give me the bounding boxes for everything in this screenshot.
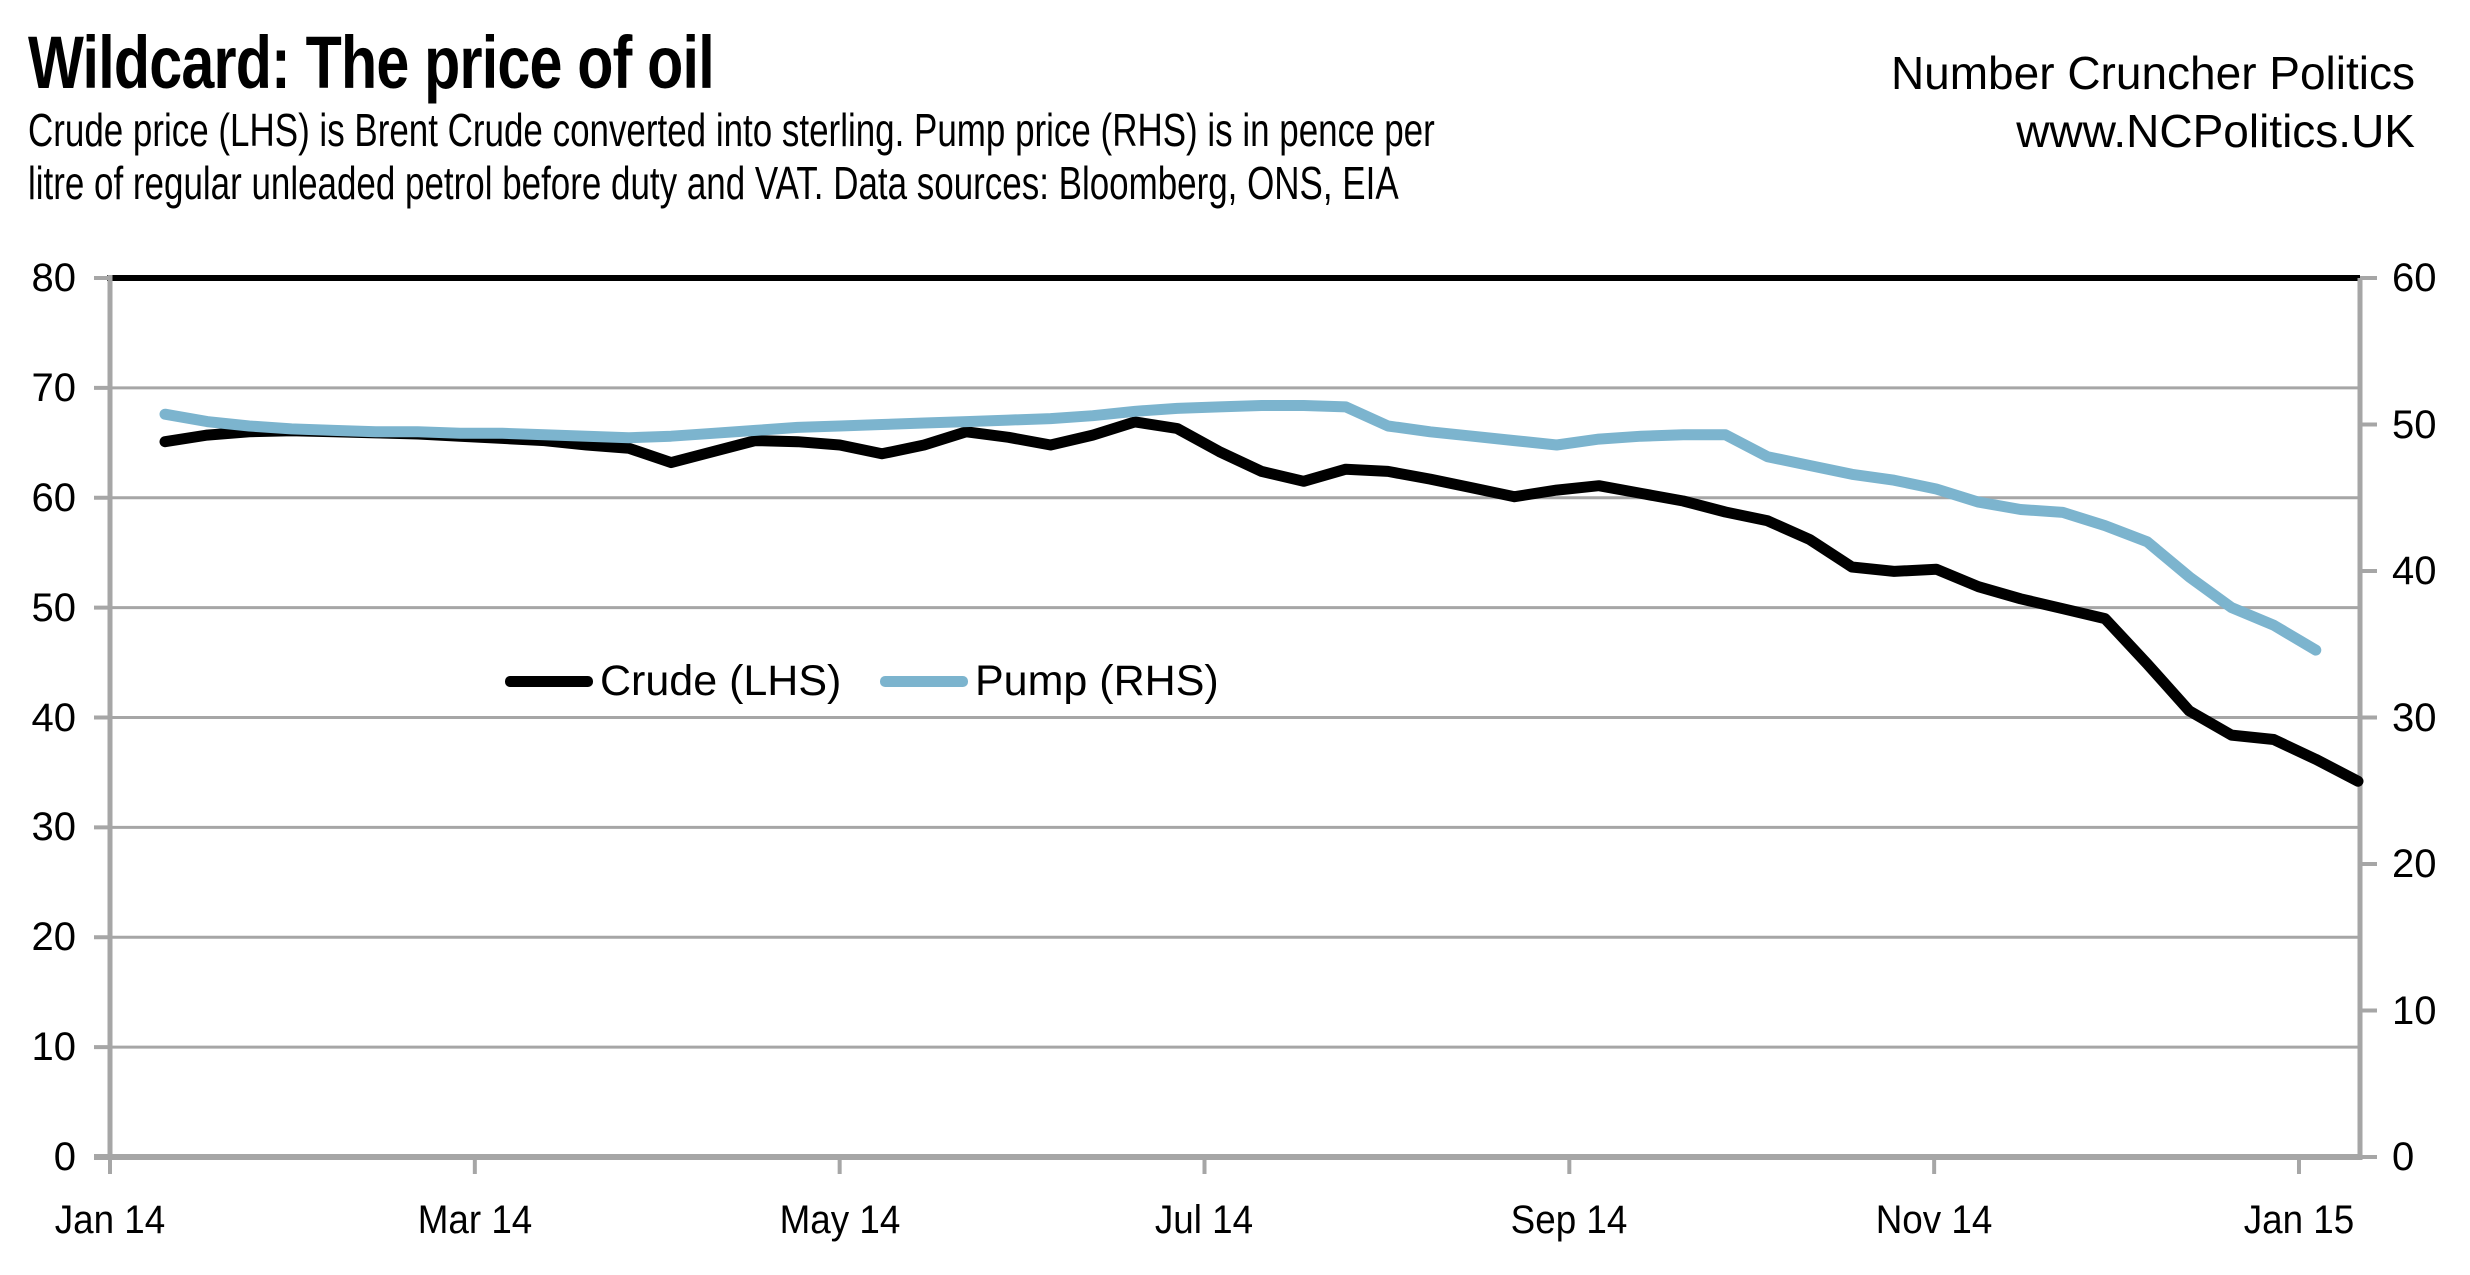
y-axis-label-left: 50 [31, 585, 77, 630]
y-axis-label-left: 70 [31, 365, 77, 410]
pump-line [159, 400, 2322, 656]
page-title: Wildcard: The price of oil [28, 21, 715, 104]
x-axis-label: Jan 15 [2243, 1198, 2355, 1242]
x-axis-label: May 14 [779, 1198, 900, 1242]
x-axis-label: Nov 14 [1875, 1198, 1993, 1242]
crude-line [159, 416, 2364, 787]
chart-subtitle: Crude price (LHS) is Brent Crude convert… [28, 104, 1435, 210]
legend-item-crude: Crude (LHS) [505, 657, 841, 706]
y-axis-label-right: 50 [2392, 402, 2437, 447]
y-axis-label-right: 30 [2392, 695, 2437, 740]
y-axis-label-left: 0 [53, 1135, 76, 1179]
y-axis-label-left: 20 [31, 915, 77, 960]
y-axis-label-right: 0 [2392, 1135, 2415, 1179]
pump-line-swatch [880, 676, 968, 687]
y-axis-label-left: 10 [31, 1025, 77, 1070]
legend-label-crude: Crude (LHS) [600, 657, 842, 705]
y-axis-label-right: 60 [2392, 256, 2437, 300]
legend-label-pump: Pump (RHS) [975, 657, 1219, 705]
y-axis-label-right: 10 [2392, 988, 2437, 1033]
x-axis-label: Sep 14 [1510, 1198, 1628, 1242]
brand-name: Number Cruncher Politics [1890, 47, 2415, 99]
crude-line-swatch [505, 676, 593, 687]
y-axis-label-left: 60 [31, 475, 77, 520]
x-axis-label: Mar 14 [417, 1198, 533, 1242]
legend-item-pump: Pump (RHS) [880, 657, 1219, 706]
y-axis-label-left: 40 [31, 695, 77, 740]
brand-url: www.NCPolitics.UK [2016, 105, 2415, 157]
brand-block: Number Cruncher Politics www.NCPolitics.… [1891, 44, 2415, 160]
y-axis-label-left: 30 [31, 805, 77, 850]
subtitle-line-1: Crude price (LHS) is Brent Crude convert… [28, 104, 1435, 156]
subtitle-line-2: litre of regular unleaded petrol before … [28, 157, 1399, 209]
x-axis-label: Jul 14 [1155, 1198, 1254, 1242]
y-axis-label-right: 20 [2392, 842, 2437, 886]
y-axis-label-left: 80 [31, 256, 77, 300]
x-axis-label: Jan 14 [54, 1198, 166, 1242]
y-axis-label-right: 40 [2392, 549, 2437, 593]
